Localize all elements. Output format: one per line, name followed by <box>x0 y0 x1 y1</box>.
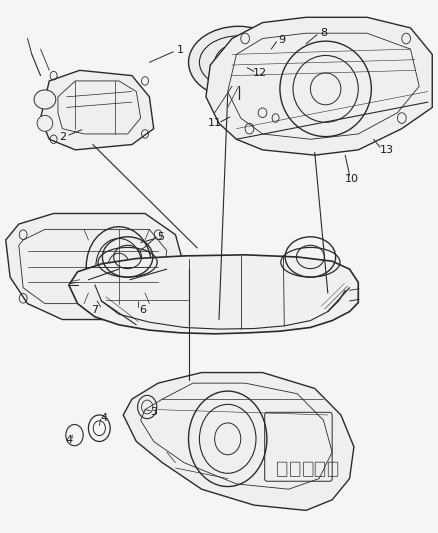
Text: 1: 1 <box>177 45 184 55</box>
Ellipse shape <box>37 115 53 131</box>
Text: 4: 4 <box>65 435 72 446</box>
Text: 12: 12 <box>253 68 268 78</box>
Text: 6: 6 <box>139 305 146 315</box>
Text: 11: 11 <box>208 118 222 128</box>
Polygon shape <box>6 214 184 319</box>
Text: 9: 9 <box>279 35 286 45</box>
Text: 13: 13 <box>380 145 394 155</box>
Text: 2: 2 <box>59 132 66 142</box>
Text: 10: 10 <box>345 174 359 184</box>
Text: 5: 5 <box>157 232 164 243</box>
Text: 7: 7 <box>92 305 99 315</box>
Polygon shape <box>69 255 358 334</box>
Polygon shape <box>41 70 154 150</box>
Text: 3: 3 <box>150 407 157 417</box>
Polygon shape <box>206 17 432 155</box>
Ellipse shape <box>188 26 289 99</box>
Ellipse shape <box>34 90 56 109</box>
Polygon shape <box>123 373 354 511</box>
Text: 4: 4 <box>100 413 107 423</box>
Text: 8: 8 <box>320 28 327 38</box>
